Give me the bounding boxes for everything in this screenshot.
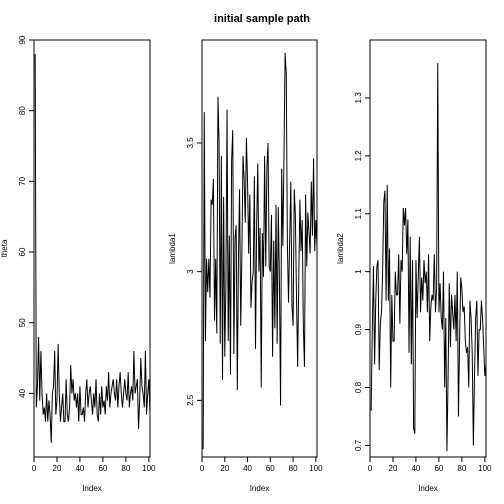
x-tick-label: 40 <box>411 464 420 473</box>
x-tick-label: 0 <box>32 464 37 473</box>
series-line <box>370 63 487 452</box>
x-tick-label: 40 <box>75 464 84 473</box>
y-tick-label: 0.9 <box>354 323 363 335</box>
y-axis: 40 50 60 70 80 90 <box>18 35 34 398</box>
panel-2: 0 20 40 60 80 100 2.5 3 3.5 Index lambda1 <box>168 39 323 493</box>
y-tick-label: 60 <box>18 247 27 256</box>
y-tick-label: 0.7 <box>354 439 363 451</box>
y-tick-label: 0.8 <box>354 381 363 393</box>
x-axis-label: Index <box>250 484 270 493</box>
y-tick-label: 70 <box>18 176 27 185</box>
x-axis-label: Index <box>82 484 102 493</box>
y-tick-label: 3 <box>186 269 195 274</box>
y-tick-label: 1 <box>354 269 363 274</box>
plot-frame <box>369 39 487 458</box>
figure-title: initial sample path <box>214 13 310 25</box>
x-tick-label: 60 <box>434 464 443 473</box>
plot-frame <box>201 39 318 458</box>
y-axis-label: lambda2 <box>336 233 345 264</box>
panel-1: 0 20 40 60 80 100 40 50 60 70 80 90 Index theta <box>0 35 156 493</box>
x-tick-label: 40 <box>243 464 252 473</box>
series-line <box>202 52 318 450</box>
x-tick-label: 60 <box>98 464 107 473</box>
x-tick-label: 80 <box>457 464 466 473</box>
x-tick-label: 100 <box>309 464 323 473</box>
x-axis: 0 20 40 60 80 100 <box>32 457 156 473</box>
plot-frame <box>33 39 151 458</box>
x-axis: 0 20 40 60 80 100 <box>200 457 323 473</box>
y-axis-label: lambda1 <box>168 233 177 264</box>
x-tick-label: 80 <box>289 464 298 473</box>
y-tick-label: 90 <box>18 35 27 44</box>
x-axis-label: Index <box>418 484 438 493</box>
x-tick-label: 0 <box>200 464 205 473</box>
y-tick-label: 50 <box>18 318 27 327</box>
x-axis: 0 20 40 60 80 100 <box>368 457 492 473</box>
y-tick-label: 1.2 <box>354 150 363 162</box>
x-tick-label: 20 <box>220 464 229 473</box>
panels: 0 20 40 60 80 100 40 50 60 70 80 90 Index theta 0 20 40 6… <box>0 35 492 493</box>
x-tick-label: 0 <box>368 464 373 473</box>
y-tick-label: 1.1 <box>354 208 363 220</box>
y-tick-label: 2.5 <box>186 394 195 406</box>
x-tick-label: 20 <box>53 464 62 473</box>
x-tick-label: 20 <box>389 464 398 473</box>
y-axis: 2.5 3 3.5 <box>186 137 202 406</box>
y-axis-label: theta <box>0 239 9 257</box>
y-tick-label: 1.3 <box>354 92 363 104</box>
series-line <box>34 54 151 443</box>
x-tick-label: 100 <box>142 464 156 473</box>
x-tick-label: 60 <box>266 464 275 473</box>
y-tick-label: 80 <box>18 106 27 115</box>
y-axis: 0.7 0.8 0.9 1 1.1 1.2 1.3 <box>354 92 370 451</box>
x-tick-label: 100 <box>478 464 492 473</box>
x-tick-label: 80 <box>121 464 130 473</box>
panel-3: 0 20 40 60 80 100 0.7 0.8 0.9 1 1.1 1.2 1.3 Index lamb… <box>336 39 492 493</box>
y-tick-label: 3.5 <box>186 137 195 149</box>
y-tick-label: 40 <box>18 388 27 397</box>
